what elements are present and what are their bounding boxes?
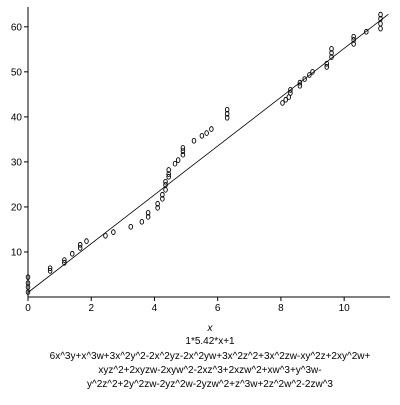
annotation: 6x^3y+x^3w+3x^2y^2-2x^2yz-2x^2yw+3x^2z^2…	[50, 351, 371, 362]
x-tick-label: 8	[278, 303, 284, 314]
point	[191, 137, 197, 144]
point	[163, 186, 168, 193]
y-tick-label: 40	[11, 112, 23, 123]
point	[128, 223, 134, 230]
point	[224, 106, 230, 113]
point	[283, 96, 288, 103]
point	[145, 213, 151, 220]
point	[166, 167, 171, 173]
x-axis-label: x	[207, 323, 214, 334]
point	[77, 245, 83, 251]
y-tick-label: 30	[11, 157, 23, 168]
point	[70, 250, 75, 257]
point	[163, 178, 168, 185]
point	[364, 28, 369, 35]
point	[111, 229, 116, 236]
point	[155, 204, 160, 211]
point	[166, 173, 171, 180]
point	[25, 280, 31, 286]
y-tick-label: 60	[11, 22, 23, 33]
point	[172, 160, 178, 167]
point	[297, 79, 303, 86]
y-tick-label: 50	[11, 67, 23, 78]
point	[47, 268, 53, 274]
point	[280, 100, 285, 106]
point	[351, 33, 356, 40]
point	[378, 20, 383, 27]
point	[329, 46, 334, 52]
point	[307, 72, 312, 78]
point	[155, 200, 160, 207]
point	[297, 82, 303, 89]
point	[378, 11, 383, 18]
point	[378, 25, 383, 32]
point	[160, 191, 165, 198]
y-tick-label: 10	[11, 247, 23, 258]
point	[47, 265, 53, 272]
point	[166, 171, 171, 177]
point	[224, 114, 230, 121]
point	[204, 130, 209, 136]
point	[324, 64, 330, 70]
point	[288, 90, 293, 96]
point	[139, 218, 145, 225]
point	[209, 126, 214, 132]
x-tick-label: 0	[25, 303, 31, 314]
point	[224, 110, 230, 117]
point	[175, 157, 181, 163]
point	[329, 50, 334, 56]
x-tick-label: 6	[215, 303, 221, 314]
y-tick-label: 20	[11, 202, 23, 213]
annotation: y^2z^2+2y^2zw-2yz^2w-2yzw^2+z^3w+2z^2w^2…	[87, 379, 333, 390]
point	[103, 232, 108, 239]
point	[180, 148, 186, 154]
point	[160, 195, 165, 202]
point	[25, 289, 31, 295]
point	[25, 274, 31, 281]
point	[145, 209, 151, 216]
point	[302, 76, 307, 82]
point	[180, 145, 186, 151]
point	[77, 241, 83, 248]
x-tick-label: 2	[88, 303, 94, 314]
equation: 1*5.42*x+1	[185, 336, 235, 347]
annotation: xyz^2+2xyzw-2xyw^2-2xz^3+2xzw^2+xw^3+y^3…	[98, 365, 321, 376]
point	[180, 151, 186, 158]
point	[84, 238, 89, 245]
point	[288, 87, 293, 93]
x-tick-label: 10	[339, 303, 351, 314]
fit-line	[27, 13, 389, 293]
point	[62, 257, 67, 263]
point	[199, 132, 205, 139]
x-tick-label: 4	[152, 303, 158, 314]
